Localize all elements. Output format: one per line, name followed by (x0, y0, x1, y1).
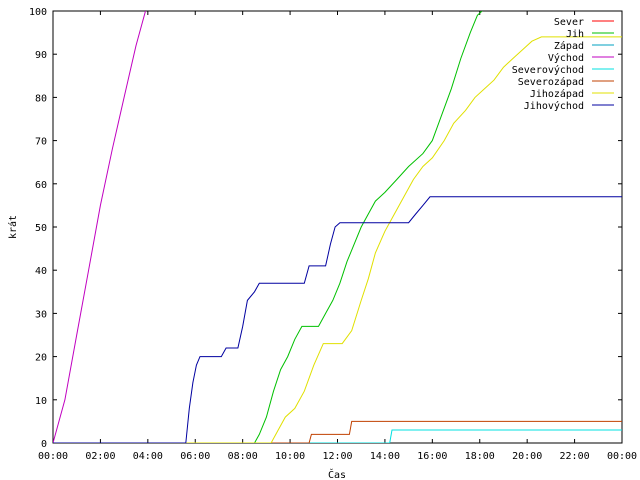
legend-label: Západ (554, 40, 584, 52)
y-tick-label: 70 (35, 137, 47, 148)
x-tick-label: 02:00 (85, 451, 115, 462)
x-tick-label: 22:00 (560, 451, 590, 462)
legend-label: Severozápad (518, 76, 584, 88)
x-tick-label: 08:00 (228, 451, 258, 462)
y-tick-label: 90 (35, 50, 47, 61)
series-line-2 (53, 11, 483, 443)
y-tick-label: 100 (29, 7, 47, 18)
series-line-6 (53, 420, 622, 443)
series-layer (53, 11, 622, 443)
y-tick-label: 0 (41, 439, 47, 450)
y-tick-label: 60 (35, 180, 47, 191)
x-tick-label: 00:00 (38, 451, 68, 462)
legend-label: Jihovýchod (524, 100, 584, 112)
legend-label: Jih (566, 29, 584, 40)
series-line-5 (53, 429, 622, 443)
y-tick-label: 40 (35, 266, 47, 277)
x-tick-label: 04:00 (133, 451, 163, 462)
y-axis-label: krát (7, 215, 19, 239)
x-tick-label: 20:00 (512, 451, 542, 462)
legend-label: Východ (548, 52, 584, 64)
x-tick-label: 16:00 (417, 451, 447, 462)
x-axis: 00:00 02:00 04:00 06:00 08:00 10:00 12:00 14:00… (38, 11, 637, 462)
x-tick-label: 10:00 (275, 451, 305, 462)
x-tick-label: 12:00 (322, 451, 352, 462)
y-tick-label: 80 (35, 93, 47, 104)
series-line-7 (53, 36, 622, 443)
y-tick-label: 50 (35, 223, 47, 234)
y-tick-label: 10 (35, 396, 47, 407)
legend-label: Severovýchod (512, 64, 584, 76)
series-line-4 (53, 11, 146, 443)
legend: SeverJihZápadVýchodSeverovýchodSeverozáp… (512, 17, 614, 112)
x-tick-label: 00:00 (607, 451, 637, 462)
x-tick-label: 06:00 (180, 451, 210, 462)
y-axis: 0 10 20 30 40 50 60 70 80 90 100 (29, 7, 622, 450)
y-tick-label: 20 (35, 353, 47, 364)
series-line-8 (53, 196, 622, 443)
y-tick-label: 30 (35, 309, 47, 320)
legend-label: Sever (554, 17, 584, 28)
x-tick-label: 14:00 (370, 451, 400, 462)
legend-label: Jihozápad (530, 88, 584, 100)
x-tick-label: 18:00 (465, 451, 495, 462)
x-axis-label: Čas (328, 468, 346, 480)
